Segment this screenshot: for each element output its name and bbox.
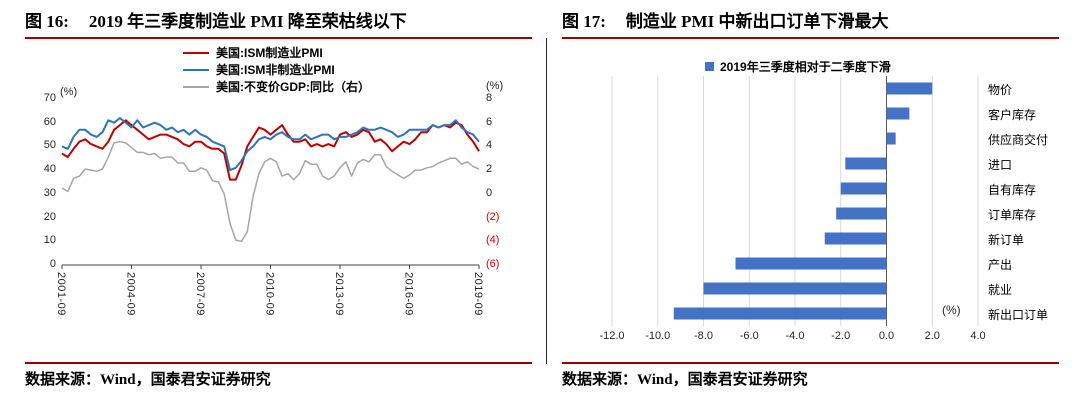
category-label: 新出口订单 (988, 307, 1049, 322)
bar (886, 82, 933, 95)
category-label: 进口 (988, 157, 1013, 172)
source-rule-left (25, 362, 532, 364)
legend-item-gdp-yoy: 美国:不变价GDP:同比（右） (183, 78, 370, 95)
category-label: 产出 (988, 257, 1013, 272)
category-label: 自有库存 (988, 182, 1037, 197)
series-line (61, 119, 480, 181)
left-axis-unit-label: (%) (60, 86, 78, 98)
left-axis-tick-label: 10 (43, 234, 56, 247)
bar-axis-unit-label: (%) (942, 303, 961, 317)
left-axis-tick-label: 30 (43, 186, 56, 199)
right-axis-tick-label: 2 (486, 163, 493, 176)
figure16-title: 图 16: 2019 年三季度制造业 PMI 降至荣枯线以下 (25, 7, 407, 32)
left-axis-tick-label: 20 (43, 210, 56, 223)
left-axis-tick-label: 60 (43, 115, 56, 128)
bar-x-axis-tick-label: -12.0 (599, 330, 625, 342)
bar-x-axis-tick-label: 2.0 (924, 330, 940, 342)
series-line (61, 140, 480, 243)
source-text-left: 数据来源：Wind，国泰君安证券研究 (25, 372, 271, 388)
figure16-label: 图 16: (25, 12, 69, 31)
figure17-heading: 制造业 PMI 中新出口订单下滑最大 (625, 12, 889, 31)
right-axis-tick-label: 0 (486, 186, 493, 199)
title-rule-right (562, 37, 1059, 39)
bar (703, 282, 887, 295)
left-axis-tick-label: 70 (43, 92, 56, 104)
gray-line-sample (183, 85, 209, 88)
blue-line-sample (183, 68, 209, 71)
bar-x-axis-tick-label: -2.0 (831, 330, 851, 342)
bar (735, 257, 887, 270)
x-axis-tick-label: 2019-09 (472, 272, 484, 316)
category-label: 客户库存 (988, 107, 1037, 122)
category-label: 供应商交付 (988, 132, 1049, 147)
x-axis-tick-label: 2013-09 (333, 272, 345, 316)
legend-label: 美国:ISM制造业PMI (216, 46, 323, 60)
bar (845, 157, 887, 170)
bar (673, 307, 887, 320)
bar (840, 182, 887, 195)
right-axis-tick-label: (4) (486, 234, 500, 247)
bar (824, 232, 887, 245)
legend-square-icon (705, 62, 714, 71)
bar (886, 132, 896, 145)
category-label: 物价 (988, 82, 1013, 97)
left-axis-tick-label: 50 (43, 139, 56, 152)
x-axis-tick-label: 2016-09 (402, 272, 415, 316)
legend-label: 2019年三季度相对于二季度下滑 (720, 60, 891, 74)
right-axis-tick-label: 4 (486, 139, 493, 152)
right-axis-tick-label: (2) (486, 210, 500, 223)
legend-label: 美国:不变价GDP:同比（右） (216, 80, 370, 94)
bar-chart-svg (611, 76, 979, 326)
figure17-title: 图 17: 制造业 PMI 中新出口订单下滑最大 (562, 7, 888, 32)
x-axis-tick-label: 2001-09 (55, 272, 67, 316)
right-axis-unit-label: (%) (486, 80, 504, 92)
x-axis-tick-label: 2010-09 (263, 272, 276, 316)
bar-chart-legend: 2019年三季度相对于二季度下滑 (705, 58, 891, 75)
figure16-heading: 2019 年三季度制造业 PMI 降至荣枯线以下 (88, 12, 407, 31)
category-label: 订单库存 (988, 207, 1037, 222)
right-axis-tick-label: 6 (486, 115, 493, 128)
red-line-sample (183, 51, 209, 54)
left-axis-tick-label: 40 (43, 163, 56, 176)
line-chart-svg (61, 117, 480, 269)
right-axis-tick-label: (6) (486, 258, 500, 270)
bar-x-axis-tick-label: 4.0 (970, 330, 986, 342)
panel-divider (546, 38, 547, 364)
bar-x-axis-tick-label: -6.0 (739, 330, 759, 342)
bar-x-axis-tick-label: -10.0 (645, 330, 671, 342)
legend-item-ism-manufacturing: 美国:ISM制造业PMI (183, 44, 370, 61)
x-axis-tick-label: 2007-09 (194, 272, 206, 316)
legend-label: 美国:ISM非制造业PMI (216, 63, 335, 77)
source-text-right: 数据来源：Wind，国泰君安证券研究 (562, 372, 808, 388)
right-axis-tick-label: 8 (486, 92, 493, 104)
bar-x-axis-tick-label: 0.0 (878, 330, 895, 342)
bar-x-axis-tick-label: -8.0 (694, 330, 713, 342)
line-chart-legend: 美国:ISM制造业PMI 美国:ISM非制造业PMI 美国:不变价GDP:同比（… (183, 44, 370, 95)
bar (836, 207, 887, 220)
bar (886, 107, 910, 120)
x-axis-tick-label: 2004-09 (124, 272, 137, 316)
bar-x-axis-tick-label: -4.0 (785, 330, 805, 342)
title-rule-left (25, 37, 532, 39)
category-label: 就业 (988, 282, 1013, 297)
series-line (61, 117, 480, 172)
source-rule-right (562, 362, 1059, 364)
left-axis-tick-label: 0 (49, 258, 56, 270)
category-label: 新订单 (988, 232, 1025, 247)
figure17-label: 图 17: (562, 12, 606, 31)
legend-item-ism-nonmanufacturing: 美国:ISM非制造业PMI (183, 61, 370, 78)
